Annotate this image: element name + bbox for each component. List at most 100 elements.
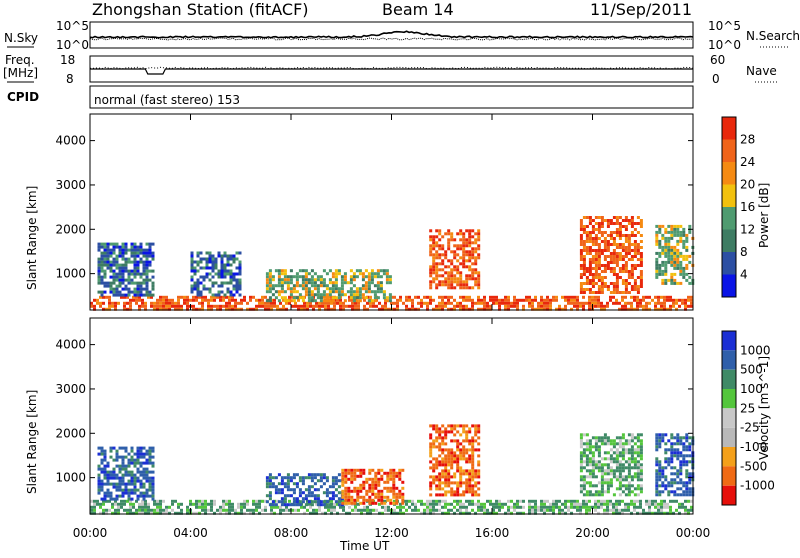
heatmap-cell-0	[366, 505, 369, 509]
heatmap-cell-0	[309, 301, 312, 305]
heatmap-cell-2	[193, 260, 197, 264]
heatmap-cell-3	[337, 287, 341, 291]
heatmap-cell-4	[459, 472, 463, 476]
heatmap-cell-3	[389, 501, 393, 505]
heatmap-cell-1	[127, 494, 131, 498]
heatmap-cell-2	[286, 494, 290, 498]
heatmap-cell-0	[513, 298, 516, 302]
heatmap-cell-0	[573, 505, 576, 509]
heatmap-cell-5	[579, 433, 583, 437]
heatmap-cell-5	[636, 243, 640, 246]
heatmap-cell-0	[228, 295, 231, 299]
heatmap-cell-0	[618, 499, 621, 503]
heatmap-cell-0	[492, 301, 495, 305]
heatmap-cell-0	[195, 295, 198, 299]
heatmap-cell-0	[561, 508, 564, 512]
heatmap-cell-4	[435, 424, 439, 428]
heatmap-cell-5	[615, 222, 619, 225]
heatmap-cell-5	[579, 475, 583, 479]
heatmap-cell-4	[432, 247, 436, 251]
heatmap-cell-3	[334, 284, 338, 288]
heatmap-cell-0	[276, 307, 279, 311]
heatmap-cell-6	[685, 493, 689, 497]
heatmap-cell-0	[654, 499, 657, 503]
heatmap-cell-6	[658, 475, 662, 479]
heatmap-cell-1	[136, 290, 140, 294]
heatmap-cell-0	[204, 511, 207, 515]
heatmap-cell-3	[352, 290, 356, 294]
heatmap-cell-0	[591, 301, 594, 305]
heatmap-cell-1	[115, 473, 119, 477]
heatmap-cell-1	[139, 470, 143, 474]
heatmap-cell-6	[655, 251, 659, 255]
heatmap-cell-0	[213, 502, 216, 506]
heatmap-cell-5	[624, 240, 628, 243]
heatmap-cell-5	[609, 469, 613, 473]
heatmap-cell-1	[133, 287, 137, 291]
heatmap-cell-0	[576, 301, 579, 305]
heatmap-cell-6	[685, 484, 689, 488]
heatmap-cell-0	[111, 304, 114, 308]
heatmap-cell-0	[213, 511, 216, 515]
heatmap-cell-5	[600, 487, 604, 491]
heatmap-cell-3	[347, 492, 351, 496]
heatmap-cell-4	[462, 451, 466, 455]
heatmap-cell-4	[471, 241, 475, 245]
heatmap-cell-0	[288, 508, 291, 512]
heatmap-cell-2	[277, 482, 281, 486]
heatmap-cell-0	[294, 301, 297, 305]
colorbar-swatch	[722, 331, 736, 351]
heatmap-cell-1	[127, 461, 131, 465]
heatmap-cell-0	[231, 304, 234, 308]
heatmap-cell-5	[615, 478, 619, 482]
heatmap-cell-4	[462, 265, 466, 269]
heatmap-cell-1	[97, 242, 101, 246]
heatmap-cell-3	[356, 486, 360, 490]
heatmap-cell-0	[624, 307, 627, 311]
heatmap-cell-0	[228, 511, 231, 515]
heatmap-cell-1	[148, 470, 152, 474]
heatmap-cell-6	[673, 233, 677, 237]
heatmap-cell-3	[337, 272, 341, 276]
heatmap-cell-6	[682, 436, 686, 440]
heatmap-cell-5	[633, 457, 637, 461]
heatmap-cell-1	[100, 263, 104, 267]
heatmap-cell-0	[585, 508, 588, 512]
heatmap-cell-4	[438, 427, 442, 431]
heatmap-cell-0	[609, 502, 612, 506]
heatmap-cell-0	[303, 301, 306, 305]
heatmap-cell-6	[661, 233, 665, 237]
heatmap-cell-4	[435, 271, 439, 275]
heatmap-cell-0	[207, 307, 210, 311]
heatmap-cell-1	[112, 290, 116, 294]
heatmap-cell-0	[420, 301, 423, 305]
heatmap-cell-5	[633, 234, 637, 237]
heatmap-cell-3	[343, 281, 347, 285]
heatmap-cell-1	[109, 494, 113, 498]
heatmap-cell-4	[432, 259, 436, 263]
heatmap-cell-1	[109, 266, 113, 270]
heatmap-cell-3	[292, 299, 296, 303]
heatmap-cell-5	[579, 249, 583, 252]
heatmap-cell-5	[633, 460, 637, 464]
heatmap-cell-0	[159, 307, 162, 311]
heatmap-cell-2	[310, 479, 314, 483]
heatmap-cell-0	[486, 511, 489, 515]
heatmap-cell-1	[100, 497, 104, 501]
heatmap-cell-3	[395, 498, 399, 502]
heatmap-cell-2	[211, 257, 215, 261]
heatmap-cell-3	[289, 275, 293, 279]
heatmap-cell-6	[670, 272, 674, 276]
heatmap-cell-4	[471, 442, 475, 446]
heatmap-cell-6	[661, 472, 665, 476]
heatmap-cell-3	[319, 278, 323, 282]
heatmap-cell-5	[579, 490, 583, 494]
heatmap-cell-5	[594, 460, 598, 464]
heatmap-cell-1	[148, 482, 152, 486]
heatmap-cell-0	[567, 298, 570, 302]
heatmap-cell-5	[591, 469, 595, 473]
heatmap-cell-0	[219, 304, 222, 308]
heatmap-cell-4	[465, 274, 469, 278]
heatmap-cell-0	[108, 307, 111, 311]
